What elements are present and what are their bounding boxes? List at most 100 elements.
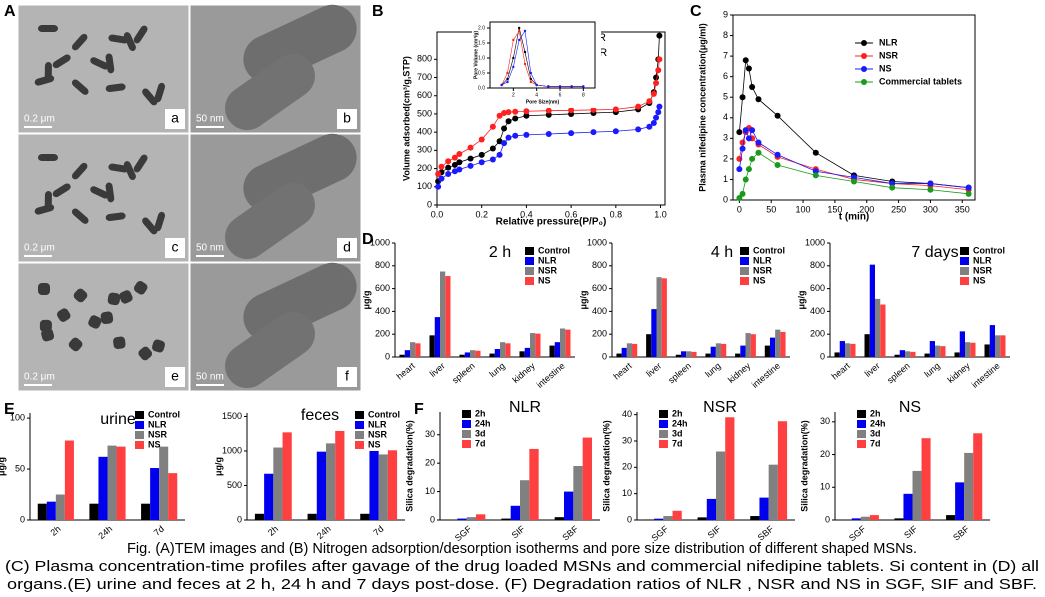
bar [995,335,1001,357]
particle [138,346,153,361]
bar [706,498,716,520]
point [749,155,756,162]
y-tick-label: 7 [723,50,728,60]
plot-frame [732,14,976,201]
legend-label: 2h [672,408,683,418]
x-tick-label: lung [703,361,722,380]
x-tick-label: 150 [827,204,842,214]
y-tick-label: 1000 [370,237,390,247]
label-box [165,109,185,129]
x-tick-label: 4 [535,92,538,98]
tem-image: 0.2 μm e [17,262,190,392]
point [523,62,527,66]
bar [434,317,440,357]
point [489,145,496,152]
y-tick-label: 200 [375,329,390,339]
x-axis-label: Pore Size(nm) [526,99,560,105]
legend-swatch [355,421,364,429]
point [435,183,442,190]
bar [554,517,564,520]
legend-swatch [857,440,866,448]
chart-title: NS [899,399,921,416]
tem-image: 50 nm f [189,262,362,392]
point [506,71,509,75]
point [736,194,743,201]
point [517,38,521,42]
bar [768,464,778,520]
caption-line: Fig. (A)TEM images and (B) Nitrogen adso… [127,540,917,557]
tem-image: 0.2 μm c [17,133,190,263]
legend-label: 24h [672,418,688,428]
y-tick-label: 10 [425,486,435,496]
y-axis-label: Pore Volume (cm³/g) [473,31,479,80]
legend-label: Control [973,245,1005,255]
x-tick-label: 200 [859,204,874,214]
bar [964,452,974,520]
bar [940,346,946,357]
particle [52,54,71,69]
particle [123,32,136,51]
point [512,65,515,69]
point [535,83,538,87]
particle [52,183,71,198]
bar [37,503,47,520]
point [467,155,474,162]
legend-label: 24h [475,418,491,428]
legend-label: NLR [879,37,898,47]
bar [510,505,520,520]
point [489,123,496,130]
bar [965,342,971,357]
bar [715,343,722,357]
x-tick-label: 24h [315,524,333,541]
point [438,163,445,170]
point [650,120,657,127]
legend-swatch [355,431,364,439]
point [635,126,642,133]
legend-swatch [857,430,866,438]
legend-swatch [960,267,969,275]
particle [154,82,166,103]
bar [410,342,416,357]
bar [476,514,486,520]
point [501,140,508,147]
x-axis-label: t (min) [839,212,870,223]
legend-label: NLR [148,419,167,429]
point [505,109,512,116]
point [851,178,857,185]
bar [404,350,410,357]
x-tick-label: 0 [737,204,742,214]
chart-title: 2 h [489,244,511,261]
legend-swatch [857,410,866,418]
point [612,106,619,113]
point [467,162,474,169]
point [506,77,509,81]
particle [243,262,357,342]
point [568,107,575,114]
bar [894,354,900,357]
y-axis-label: Silica degradation(%) [799,420,809,512]
y-tick-label: 400 [375,306,390,316]
point [650,90,657,97]
legend-swatch [462,440,471,448]
label-box [337,367,357,387]
point [755,149,762,156]
particle [38,25,58,32]
scale-label: 50 nm [196,243,224,254]
x-tick-label: intestine [970,361,1002,390]
particle [71,162,88,180]
legend-label: NSR [973,265,993,275]
point [496,112,503,119]
x-tick-label: 50 [766,204,776,214]
particle [71,208,89,224]
inset-background [472,18,601,108]
point [739,94,746,101]
bar [307,513,317,520]
point [501,125,508,132]
particle [133,154,148,173]
y-tick-label: 1 [723,174,728,184]
bar [168,473,178,520]
legend-swatch [525,257,534,265]
particle [108,34,129,44]
bar [780,331,786,357]
